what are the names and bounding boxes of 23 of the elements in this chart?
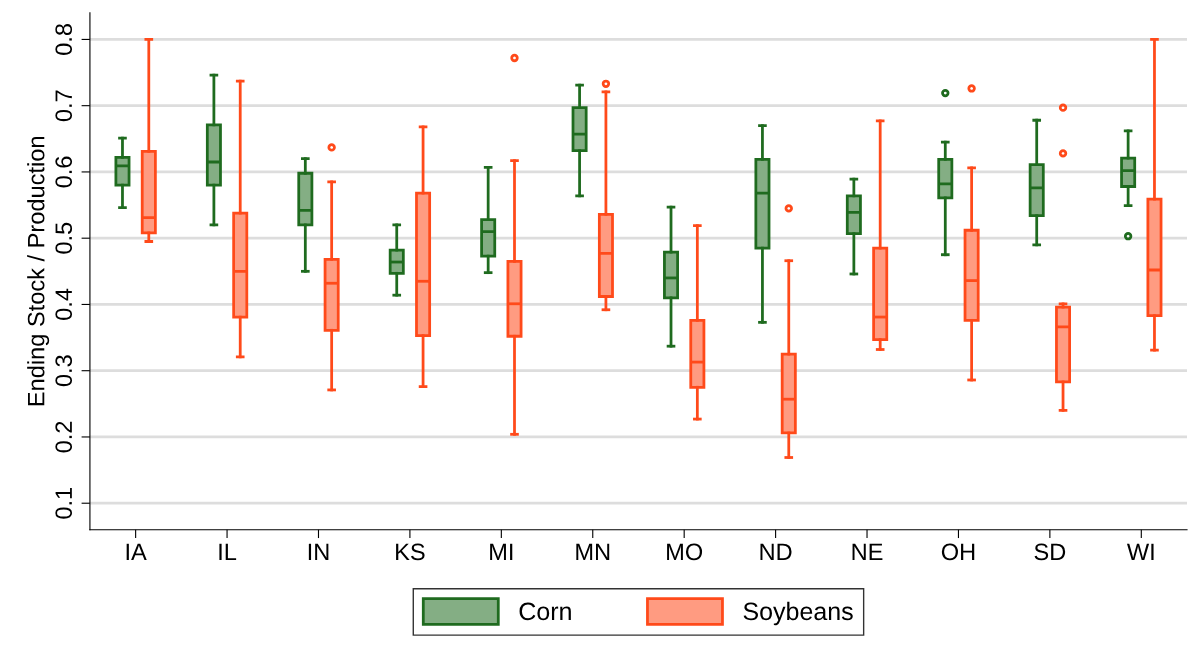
legend-label: Soybeans [743,601,853,626]
x-tick-label: WI [1126,543,1154,561]
x-tick-label: OH [941,543,975,561]
x-tick-label: MO [667,543,703,561]
x-tick-label: ND [760,543,792,561]
y-tick-label: 0.1 [55,487,73,519]
y-tick-label: 0.4 [55,288,73,320]
x-tick-label: KS [396,543,425,561]
y-tick-label: 0.2 [55,421,73,453]
y-tick-label: 0.8 [55,24,73,55]
x-tick-label: SD [1034,543,1066,561]
x-tick-label: NE [852,543,883,561]
y-tick-label: 0.7 [55,90,73,122]
x-tick-label: MI [490,543,513,561]
y-axis-title: Ending Stock / Production [27,137,50,406]
x-tick-label: MN [576,543,610,561]
y-tick-label: 0.6 [55,156,73,188]
x-tick-label: IL [219,543,237,561]
y-tick-label: 0.3 [55,355,73,387]
y-tick-label: 0.5 [55,222,73,254]
legend-label: Corn [519,602,571,621]
x-tick-label: IA [126,543,147,561]
x-tick-label: IN [308,543,329,561]
